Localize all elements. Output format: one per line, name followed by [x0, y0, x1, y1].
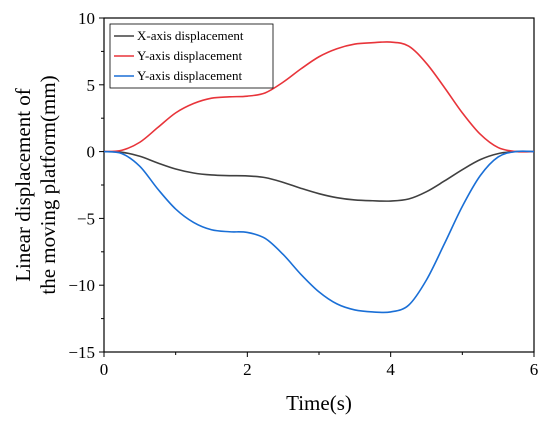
x-axis-title: Time(s): [286, 391, 352, 415]
y-axis-title: Linear displacement of the moving platfo…: [11, 75, 60, 294]
legend-label-y-axis-blue: Y-axis displacement: [137, 68, 242, 83]
legend: X-axis displacement Y-axis displacement …: [109, 23, 274, 89]
y-tick-label: 5: [87, 76, 96, 95]
x-tick-label: 6: [530, 360, 539, 379]
series-line-x-axis: [103, 150, 535, 202]
series-line-y-axis-blue: [103, 150, 535, 314]
y-tick-label: 0: [87, 143, 96, 162]
y-axis-title-line-2: the moving platform(mm): [36, 75, 60, 294]
y-tick-label: 10: [78, 9, 95, 28]
axis-ticks: 0 2 4 6 10 5 0 −5 −10 −15: [68, 9, 538, 379]
x-tick-label: 2: [243, 360, 252, 379]
legend-label-x-axis: X-axis displacement: [137, 28, 244, 43]
x-tick-label: 0: [100, 360, 109, 379]
y-tick-label: −5: [77, 209, 95, 228]
y-axis-title-line-1: Linear displacement of: [11, 88, 35, 282]
series-layer: [103, 41, 535, 314]
y-tick-label: −10: [68, 276, 95, 295]
y-tick-label: −15: [68, 343, 95, 362]
legend-label-y-axis-red: Y-axis displacement: [137, 48, 242, 63]
series-line-y-axis-red: [103, 41, 535, 153]
x-tick-label: 4: [386, 360, 395, 379]
legend-box: [109, 23, 274, 89]
